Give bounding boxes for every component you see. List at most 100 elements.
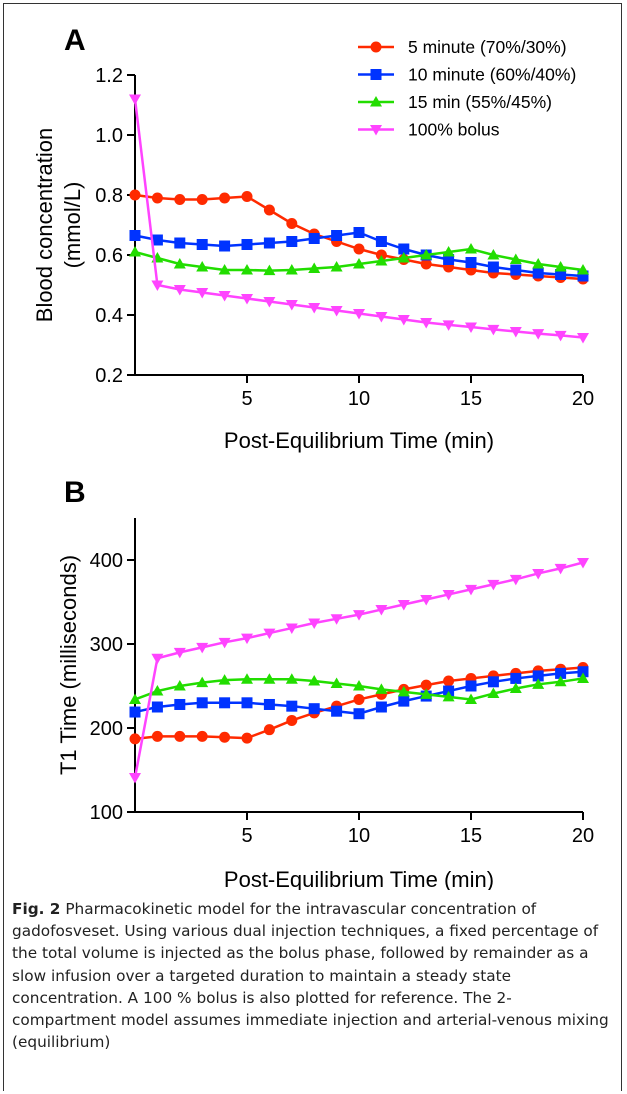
data-point <box>219 240 231 252</box>
data-point <box>151 280 164 291</box>
data-point <box>129 94 141 105</box>
data-point <box>353 708 365 720</box>
data-point <box>465 257 477 268</box>
data-point <box>241 294 253 305</box>
legend: 5 minute (70%/30%) 10 minute (60%/40%) 15 … <box>358 37 576 140</box>
y-tick-label: 0.6 <box>95 245 123 267</box>
y-tick-label: 0.4 <box>95 305 123 327</box>
data-point <box>174 237 186 249</box>
data-point <box>263 264 276 276</box>
x-tick-label: 15 <box>460 825 482 847</box>
data-point <box>353 258 365 269</box>
data-point <box>532 267 544 279</box>
legend-label: 10 minute (60%/40%) <box>408 65 576 85</box>
series-4 <box>129 94 589 344</box>
y-tick-label: 400 <box>90 550 123 572</box>
data-point <box>554 675 567 687</box>
y-tick-label: 100 <box>90 802 123 824</box>
legend-label: 15 min (55%/45%) <box>408 92 552 112</box>
data-point <box>353 680 365 691</box>
data-point <box>555 269 567 280</box>
data-point <box>487 676 499 688</box>
y-tick-label: 1.0 <box>95 125 123 147</box>
data-point <box>465 584 477 596</box>
series-1 <box>129 662 589 745</box>
data-point <box>285 673 298 684</box>
data-point <box>196 288 209 299</box>
data-point <box>443 675 455 687</box>
data-point <box>308 703 320 715</box>
data-point <box>196 730 208 742</box>
data-point <box>465 322 477 333</box>
x-tick-label: 5 <box>241 825 252 847</box>
data-point <box>151 685 164 696</box>
data-point <box>129 706 141 718</box>
data-point <box>174 730 186 742</box>
data-point <box>420 594 433 606</box>
data-point <box>241 633 253 645</box>
data-point <box>129 693 141 704</box>
y-tick-label: 0.8 <box>95 185 123 207</box>
data-point <box>285 623 298 635</box>
series-2 <box>129 227 589 282</box>
data-point <box>219 192 231 204</box>
data-point <box>241 264 253 275</box>
legend-marker <box>370 125 382 136</box>
data-point <box>487 687 500 699</box>
data-point <box>263 628 276 640</box>
data-point <box>330 261 343 272</box>
data-point <box>263 673 276 684</box>
series-2 <box>129 666 589 720</box>
x-tick-label: 10 <box>348 388 370 410</box>
data-point <box>532 258 545 269</box>
data-point <box>330 614 343 625</box>
data-point <box>173 647 186 659</box>
data-point <box>398 695 410 707</box>
data-point <box>241 191 253 202</box>
data-point <box>577 666 589 678</box>
data-point <box>330 306 343 317</box>
data-point <box>218 674 231 685</box>
data-point <box>196 194 208 205</box>
data-point <box>487 249 500 260</box>
data-point <box>308 618 321 629</box>
data-point <box>286 700 298 712</box>
data-point <box>129 246 141 257</box>
y-axis-title: Blood concentration (mmol/L) <box>32 128 85 322</box>
x-tick-label: 20 <box>572 825 594 847</box>
data-point <box>331 705 343 717</box>
data-point <box>532 670 544 682</box>
data-point <box>375 312 388 323</box>
data-point <box>509 682 522 694</box>
data-point <box>577 264 589 275</box>
legend-label: 100% bolus <box>408 120 500 140</box>
data-point <box>285 264 298 275</box>
y-tick-label: 0.2 <box>95 365 123 387</box>
chart-panel-b: B 100 200 300 400 5 10 15 20 Post-Equilibrium Tim… <box>56 476 594 890</box>
data-point <box>510 672 522 684</box>
data-point <box>129 189 141 201</box>
x-axis-title: Post-Equilibrium Time (min) <box>224 428 494 453</box>
data-point <box>308 674 321 686</box>
legend-marker <box>370 69 382 80</box>
data-point <box>420 679 432 691</box>
y-tick-label: 200 <box>90 718 123 740</box>
series-line <box>133 98 584 339</box>
data-point <box>173 258 186 269</box>
x-tick-label: 15 <box>460 388 482 410</box>
y-axis-title-line2: (mmol/L) <box>60 182 85 269</box>
figure-caption: Fig. 2 Pharmacokinetic model for the int… <box>12 898 612 1053</box>
data-point <box>397 685 410 697</box>
data-point <box>397 252 410 263</box>
data-point <box>196 642 209 654</box>
data-point <box>554 563 567 575</box>
series-3 <box>129 672 589 704</box>
data-point <box>353 227 365 238</box>
data-point <box>509 327 522 338</box>
data-point <box>241 239 253 250</box>
data-point <box>196 261 209 272</box>
legend-marker <box>370 41 382 53</box>
chart-panel-a: A 0.2 0.4 0.6 0.8 1.0 1.2 5 10 15 20 Post-Equilibri… <box>32 24 594 453</box>
data-point <box>174 698 186 710</box>
data-point <box>151 192 163 204</box>
